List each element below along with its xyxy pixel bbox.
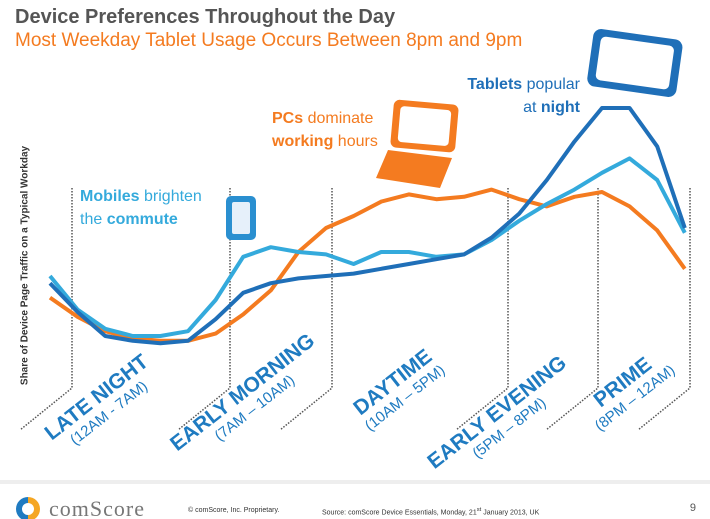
comscore-logo: comScore — [15, 495, 145, 519]
tablets-annotation: Tablets popular at night — [462, 73, 580, 119]
comscore-logo-icon — [16, 497, 40, 519]
segment-divider — [279, 188, 333, 431]
segment-divider — [177, 188, 231, 431]
source-text: Source: comScore Device Essentials, Mond… — [322, 509, 477, 517]
mobiles-annotation: Mobiles brighten the commute — [80, 185, 202, 231]
annotation-text: the — [80, 211, 107, 228]
annotation-text: at — [523, 99, 541, 116]
annotation-bold: Mobiles — [80, 188, 140, 205]
annotation-text: hours — [333, 133, 378, 150]
segment-divider — [455, 188, 509, 431]
series-lines — [48, 106, 687, 346]
source-ordinal: st — [476, 507, 482, 513]
series-line-pcs — [48, 187, 687, 343]
series-line-tablets — [48, 106, 687, 346]
annotation-bold: working — [272, 133, 334, 150]
page-number: 9 — [689, 502, 696, 514]
tablet-icon — [587, 29, 683, 97]
segment-divider — [637, 188, 691, 431]
annotation-text: popular — [522, 76, 580, 93]
slide-subtitle: Most Weekday Tablet Usage Occurs Between… — [15, 30, 523, 51]
source-text: January 2013, UK — [481, 509, 540, 517]
annotation-bold: PCs — [272, 110, 304, 127]
pcs-annotation: PCs dominate working hours — [272, 107, 378, 153]
annotation-bold: commute — [106, 211, 178, 228]
annotation-bold: night — [540, 99, 580, 116]
mobile-icon — [226, 196, 256, 240]
logo-text: comScore — [49, 496, 145, 519]
laptop-icon — [376, 99, 459, 188]
segment-divider — [545, 188, 599, 431]
slide-title: Device Preferences Throughout the Day — [15, 6, 396, 28]
copyright: © comScore, Inc. Proprietary. — [188, 507, 280, 514]
footer-divider — [0, 480, 710, 484]
annotation-text: brighten — [139, 188, 202, 205]
series-line-mobiles — [48, 156, 687, 338]
annotation-bold: Tablets — [467, 76, 523, 93]
segment-divider — [19, 188, 73, 431]
source-note: Source: comScore Device Essentials, Mond… — [322, 507, 539, 516]
annotation-text: dominate — [303, 110, 374, 127]
